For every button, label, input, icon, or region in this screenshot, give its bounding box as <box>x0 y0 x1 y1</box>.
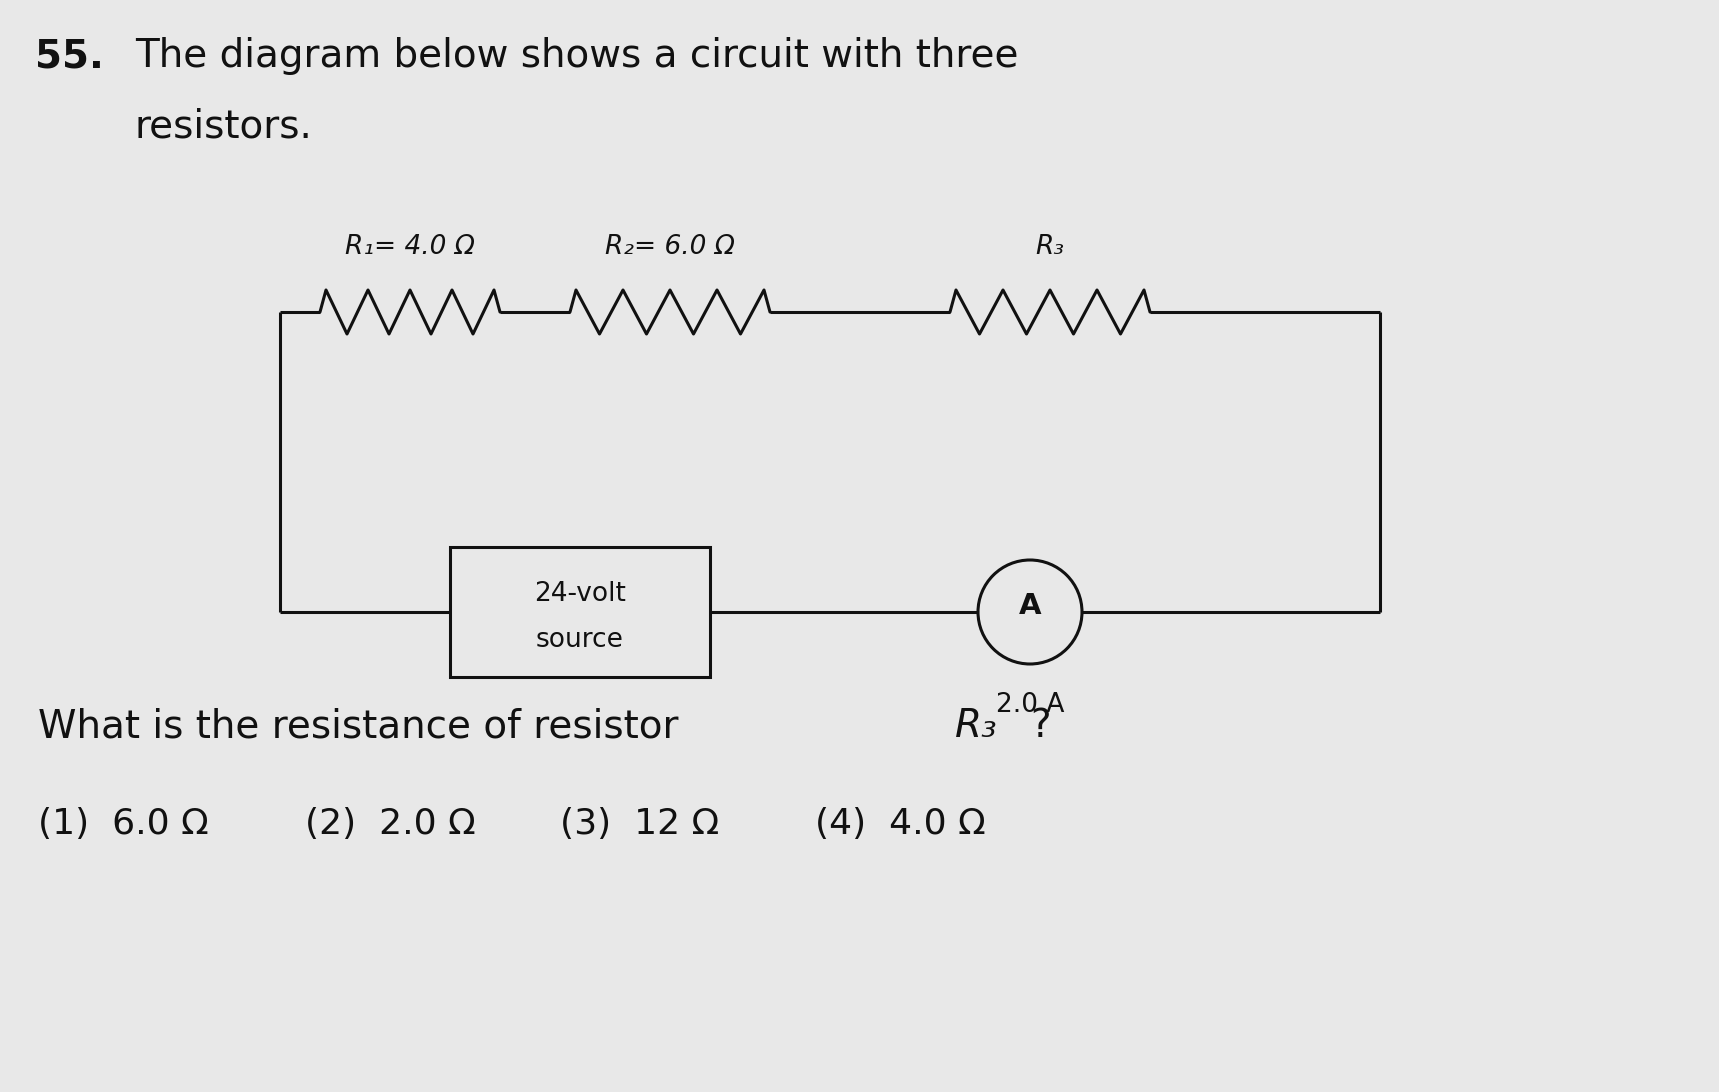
Text: (3)  12 Ω: (3) 12 Ω <box>560 807 719 841</box>
Text: R₁= 4.0 Ω: R₁= 4.0 Ω <box>346 234 474 260</box>
Text: R₂= 6.0 Ω: R₂= 6.0 Ω <box>605 234 736 260</box>
Text: 24-volt: 24-volt <box>535 581 626 607</box>
Bar <box>450 547 710 677</box>
Text: R₃: R₃ <box>1035 234 1064 260</box>
Text: (4)  4.0 Ω: (4) 4.0 Ω <box>815 807 985 841</box>
Text: ?: ? <box>1030 707 1050 745</box>
Text: source: source <box>536 627 624 653</box>
Text: R₃: R₃ <box>956 707 997 745</box>
Text: (1)  6.0 Ω: (1) 6.0 Ω <box>38 807 208 841</box>
Text: resistors.: resistors. <box>136 107 313 145</box>
Text: What is the resistance of resistor: What is the resistance of resistor <box>38 707 691 745</box>
Text: 2.0 A: 2.0 A <box>995 692 1064 719</box>
Text: (2)  2.0 Ω: (2) 2.0 Ω <box>304 807 476 841</box>
Text: 55.: 55. <box>34 37 103 75</box>
Circle shape <box>978 560 1081 664</box>
Text: A: A <box>1019 592 1042 620</box>
Text: The diagram below shows a circuit with three: The diagram below shows a circuit with t… <box>136 37 1018 75</box>
